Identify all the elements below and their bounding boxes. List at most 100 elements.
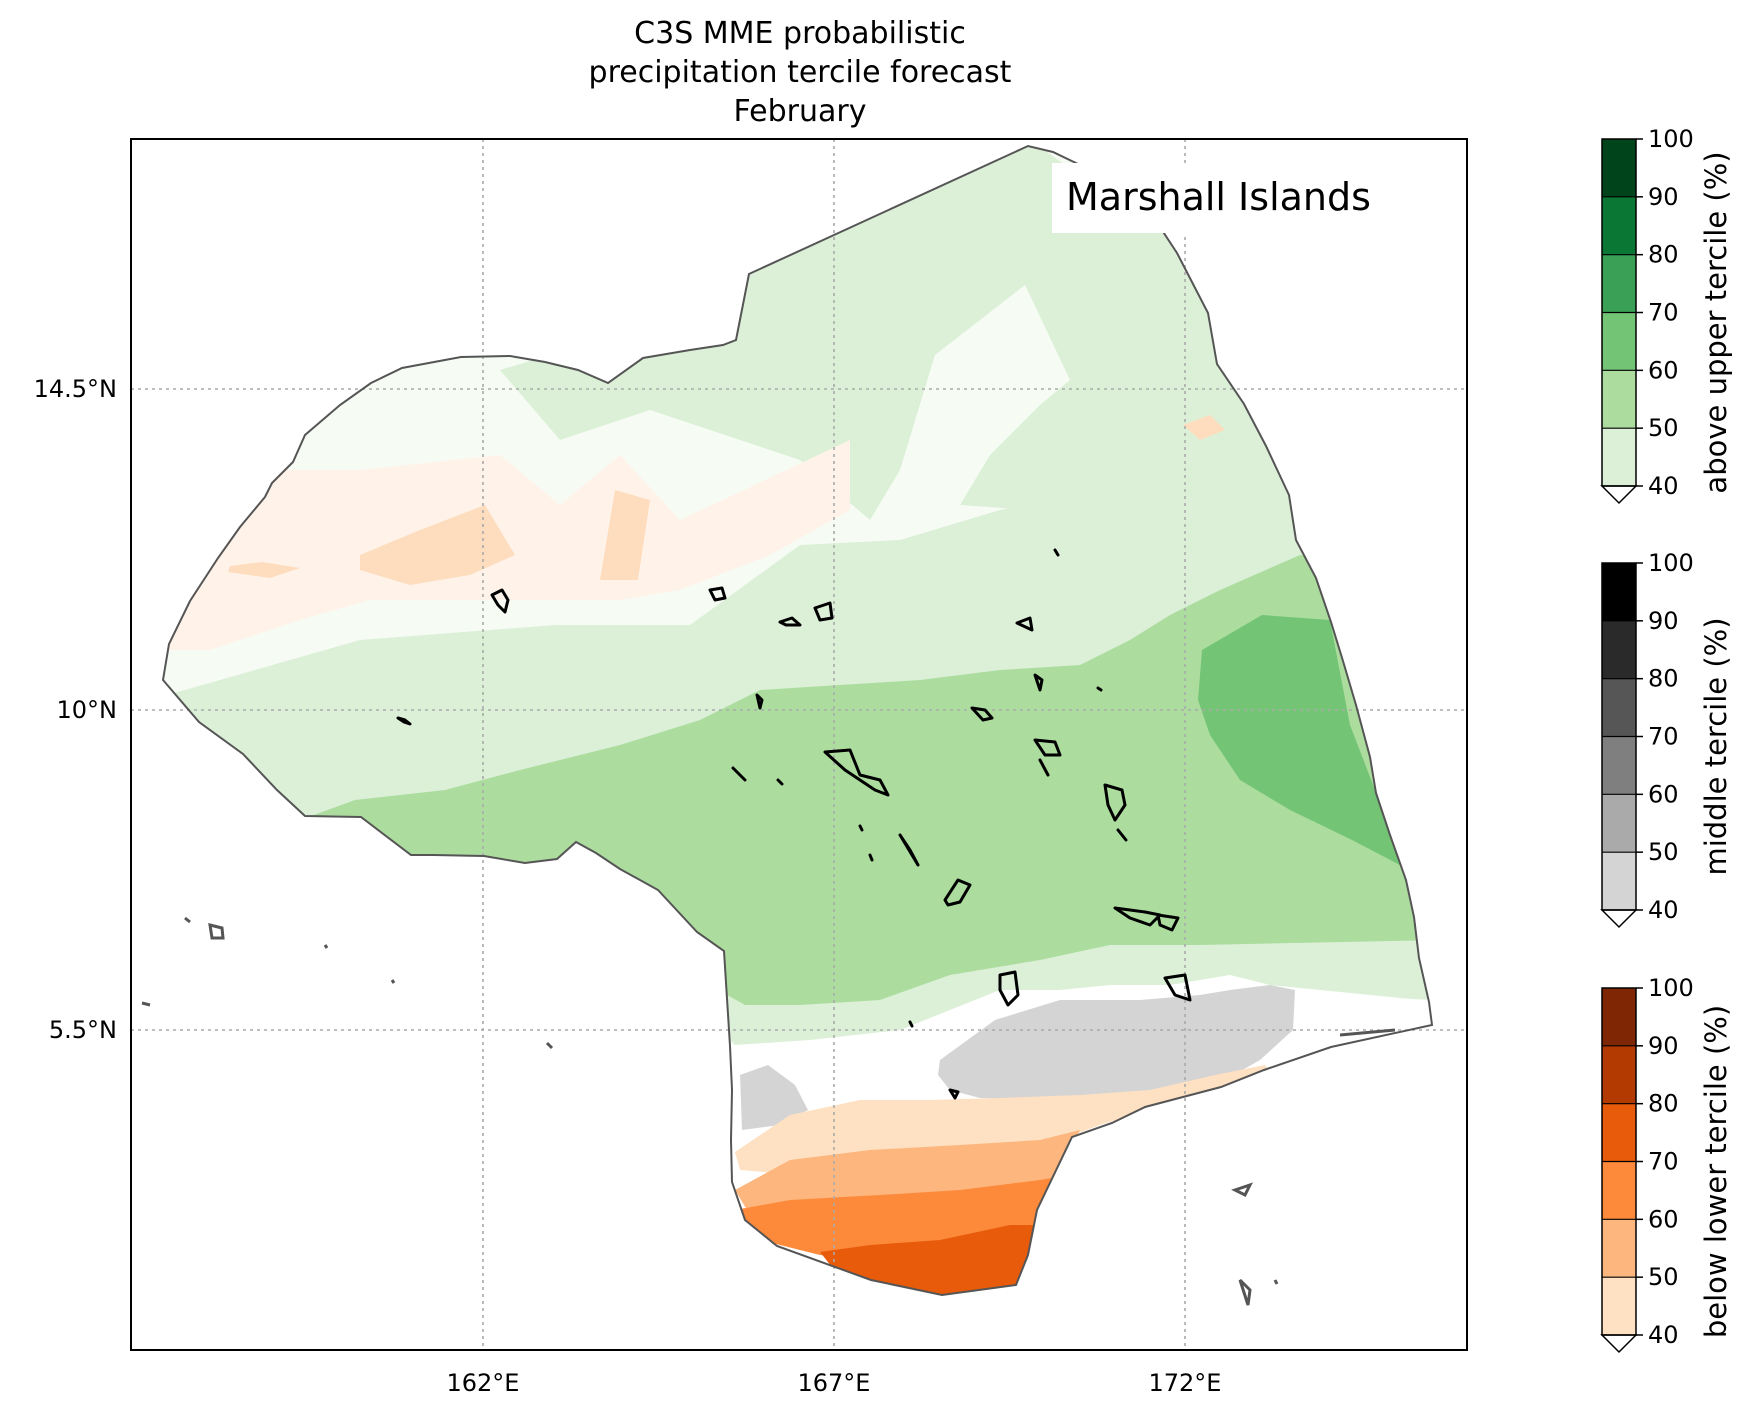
y-tick-5-5n: 5.5°N bbox=[49, 1016, 117, 1044]
island-marakei bbox=[1273, 1279, 1279, 1285]
colorbar-extend-arrow bbox=[1600, 1334, 1638, 1354]
x-tick-162e: 162°E bbox=[447, 1369, 520, 1397]
atoll-ujae bbox=[731, 766, 747, 782]
colorbar-segment bbox=[1602, 1103, 1636, 1162]
atoll-jaluit bbox=[998, 970, 1020, 1007]
atoll-maloelap bbox=[1103, 783, 1127, 822]
island-pingelap bbox=[390, 979, 396, 984]
island-ngatik bbox=[141, 1001, 151, 1007]
colorbar-segment bbox=[1602, 370, 1636, 429]
atoll-kwajalein bbox=[823, 748, 890, 797]
atoll-bikini bbox=[490, 588, 510, 614]
atoll-ailinglaplap bbox=[943, 878, 972, 907]
island-kosrae bbox=[545, 1041, 554, 1050]
colorbar-segment bbox=[1602, 196, 1636, 255]
colorbar-segment bbox=[1602, 678, 1636, 737]
colorbar-segment bbox=[1602, 1045, 1636, 1104]
map-panel: Marshall Islands 162°E 167°E 172°E 14.5°… bbox=[34, 138, 1468, 1397]
atoll-aur bbox=[1116, 828, 1128, 842]
shading-below-50-60-blob-3 bbox=[600, 490, 650, 580]
colorbar-tick-label: 40 bbox=[1648, 896, 1679, 924]
x-tick-167e: 167°E bbox=[798, 1369, 871, 1397]
shading-middle-40-50-west bbox=[740, 1065, 808, 1130]
colorbar-title: middle tercile (%) bbox=[1699, 617, 1733, 875]
chart-title: C3S MME probabilistic precipitation terc… bbox=[589, 16, 1012, 129]
region-label-background bbox=[1052, 163, 1414, 233]
island-mokil bbox=[323, 944, 329, 949]
x-axis-labels: 162°E 167°E 172°E bbox=[447, 1369, 1222, 1397]
colorbar-title: below lower tercile (%) bbox=[1699, 1005, 1733, 1338]
atoll-namu bbox=[898, 833, 920, 867]
title-line-1: C3S MME probabilistic bbox=[634, 16, 966, 51]
atoll-wotje bbox=[1033, 738, 1062, 757]
colorbar-tick-label: 80 bbox=[1648, 241, 1679, 269]
colorbar-title: above upper tercile (%) bbox=[1699, 151, 1733, 493]
atoll-utirik bbox=[1033, 673, 1044, 692]
atoll-bikar bbox=[1015, 616, 1034, 632]
y-axis-labels: 14.5°N 10°N 5.5°N bbox=[34, 375, 117, 1044]
atoll-lae bbox=[776, 778, 784, 786]
atoll-erikub bbox=[1038, 758, 1050, 777]
colorbar-2: 40 50 60 70 80 90 100 middle tercile (%) bbox=[1600, 549, 1733, 929]
map-frame bbox=[130, 138, 1468, 1351]
colorbar-tick-label: 60 bbox=[1648, 780, 1679, 808]
atoll-likiep bbox=[970, 706, 994, 722]
atoll-ailinginae bbox=[778, 616, 802, 627]
colorbar-tick-label: 90 bbox=[1648, 183, 1679, 211]
colorbar-segment bbox=[1602, 988, 1636, 1046]
region-label: Marshall Islands bbox=[1066, 175, 1371, 219]
atoll-jabat bbox=[868, 853, 874, 862]
atoll-mili bbox=[1163, 973, 1192, 1002]
colorbar-tick-label: 70 bbox=[1648, 723, 1679, 751]
colorbar-tick-label: 70 bbox=[1648, 299, 1679, 327]
colorbar-tick-label: 100 bbox=[1648, 125, 1694, 153]
colorbar-tick-label: 40 bbox=[1648, 1321, 1679, 1349]
colorbar-segment bbox=[1602, 563, 1636, 621]
colorbar-segment bbox=[1602, 620, 1636, 679]
title-line-2: precipitation tercile forecast bbox=[589, 55, 1012, 90]
colorbar-tick-label: 40 bbox=[1648, 472, 1679, 500]
atoll-taka bbox=[1096, 686, 1103, 692]
island-abaiang bbox=[1238, 1278, 1252, 1306]
island-tarawa-north bbox=[1231, 1182, 1253, 1198]
shading-middle-40-50-east bbox=[938, 985, 1295, 1100]
colorbar-extend-arrow bbox=[1600, 485, 1638, 505]
x-tick-172e: 172°E bbox=[1149, 1369, 1222, 1397]
colorbar-tick-label: 80 bbox=[1648, 665, 1679, 693]
colorbar-segment bbox=[1602, 312, 1636, 371]
y-tick-14-5n: 14.5°N bbox=[34, 375, 117, 403]
colorbar-segment bbox=[1602, 139, 1636, 197]
atoll-namorik bbox=[908, 1020, 914, 1028]
colorbar-tick-label: 60 bbox=[1648, 1205, 1679, 1233]
atoll-enewetak bbox=[396, 716, 412, 726]
island-pohnpei bbox=[208, 922, 225, 940]
eez-boundary bbox=[161, 144, 1434, 1297]
colorbar-tick-label: 50 bbox=[1648, 838, 1679, 866]
colorbar-tick-label: 80 bbox=[1648, 1090, 1679, 1118]
shading-below-50-60-blob-2 bbox=[360, 505, 515, 585]
gridlines bbox=[131, 139, 1467, 1350]
atoll-arno bbox=[1156, 913, 1180, 932]
colorbar-tick-label: 60 bbox=[1648, 356, 1679, 384]
colorbar-tick-label: 100 bbox=[1648, 974, 1694, 1002]
shading-above-60-70 bbox=[1198, 615, 1430, 880]
atoll-rongerik bbox=[813, 601, 834, 622]
colorbar-tick-label: 100 bbox=[1648, 549, 1694, 577]
atoll-majuro bbox=[1113, 906, 1162, 927]
colorbar-segment bbox=[1602, 794, 1636, 853]
island-butaritari bbox=[1339, 1028, 1396, 1037]
colorbar-tick-label: 50 bbox=[1648, 414, 1679, 442]
region-label-box: Marshall Islands bbox=[1052, 163, 1414, 233]
colorbar-tick-label: 70 bbox=[1648, 1148, 1679, 1176]
colorbar-extend-arrow bbox=[1600, 909, 1638, 929]
atoll-wotho bbox=[755, 693, 764, 710]
colorbar-segment bbox=[1602, 428, 1636, 486]
colorbar-tick-label: 90 bbox=[1648, 1032, 1679, 1060]
colorbar-segment bbox=[1602, 852, 1636, 910]
colorbar-segment bbox=[1602, 736, 1636, 795]
shading-above-40-50-north bbox=[500, 146, 1310, 530]
